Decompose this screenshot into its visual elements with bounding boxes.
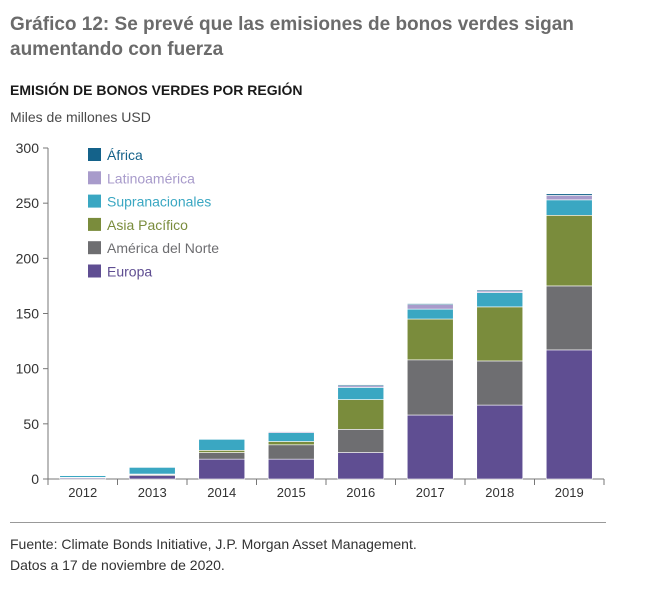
- legend-label: Asia Pacífico: [107, 217, 188, 233]
- footer-divider: [10, 522, 606, 523]
- bar-segment: [476, 404, 524, 480]
- bar-segment: [267, 432, 315, 442]
- stacked-bar-chart: 0 50 100 150 200 250 300 2012 2013 2014 2015 2016 20…: [16, 140, 605, 500]
- x-tick-label: 2015: [277, 485, 306, 500]
- y-tick-label: 50: [23, 416, 39, 432]
- bar-segment: [128, 467, 176, 475]
- bar-segment: [59, 475, 107, 478]
- bar-segment: [545, 195, 593, 201]
- bar-segment: [545, 349, 593, 480]
- legend-swatch: [88, 241, 101, 255]
- bar-segment: [337, 387, 385, 400]
- bar-segment: [476, 360, 524, 406]
- bar-segment: [198, 452, 246, 460]
- bar-segment: [267, 430, 315, 432]
- bar-segment: [128, 475, 176, 480]
- bar-segment: [406, 318, 454, 361]
- legend-label: Supranacionales: [107, 194, 211, 210]
- x-tick-label: 2018: [485, 485, 514, 500]
- legend-swatch: [88, 217, 101, 231]
- bar-segment: [337, 384, 385, 387]
- legend-swatch: [88, 148, 101, 161]
- bar-segment: [337, 452, 385, 480]
- legend-swatch: [88, 264, 101, 278]
- bar-segment: [406, 303, 454, 305]
- x-tick-label: 2013: [138, 485, 167, 500]
- bar-segment: [267, 458, 315, 480]
- bar-segment: [545, 215, 593, 287]
- x-tick-label: 2014: [207, 485, 236, 500]
- bar-segment: [198, 450, 246, 453]
- bar-segment: [406, 304, 454, 310]
- bar-segment: [406, 359, 454, 416]
- bar-segment: [406, 308, 454, 320]
- chart-subtitle: EMISIÓN DE BONOS VERDES POR REGIÓN: [10, 82, 303, 98]
- legend-label: África: [107, 147, 143, 163]
- bar-segment: [545, 199, 593, 216]
- bar-segment: [267, 444, 315, 460]
- bar-segment: [337, 399, 385, 430]
- bar-segment: [198, 438, 246, 451]
- y-tick-label: 300: [16, 140, 40, 156]
- bar-segment: [476, 289, 524, 292]
- bar-segment: [198, 437, 246, 440]
- y-tick-label: 250: [16, 195, 40, 211]
- bar-segment: [476, 306, 524, 362]
- y-axis-unit-label: Miles de millones USD: [10, 109, 151, 125]
- y-tick-label: 200: [16, 250, 40, 266]
- legend-label: Latinoamérica: [107, 170, 195, 186]
- x-tick-label: 2016: [346, 485, 375, 500]
- date-note: Datos a 17 de noviembre de 2020.: [10, 557, 225, 573]
- bar-segment: [406, 414, 454, 480]
- bar-segment: [267, 441, 315, 446]
- bar-segment: [545, 285, 593, 351]
- x-tick-label: 2017: [416, 485, 445, 500]
- legend-label: América del Norte: [107, 240, 219, 256]
- legend-swatch: [88, 194, 101, 208]
- y-tick-label: 100: [16, 361, 40, 377]
- footer: Fuente: Climate Bonds Initiative, J.P. M…: [10, 534, 417, 576]
- bar-segment: [337, 429, 385, 453]
- bar-segment: [476, 292, 524, 308]
- chart-title: Gráfico 12: Se prevé que las emisiones d…: [10, 14, 574, 60]
- bar-segment: [198, 458, 246, 480]
- y-tick-label: 0: [31, 471, 39, 487]
- y-tick-label: 150: [16, 306, 40, 322]
- source-note: Fuente: Climate Bonds Initiative, J.P. M…: [10, 536, 417, 552]
- bar-segment: [545, 193, 593, 196]
- x-tick-label: 2012: [68, 485, 97, 500]
- legend-swatch: [88, 171, 101, 185]
- x-tick-label: 2019: [555, 485, 584, 500]
- legend-label: Europa: [107, 264, 152, 280]
